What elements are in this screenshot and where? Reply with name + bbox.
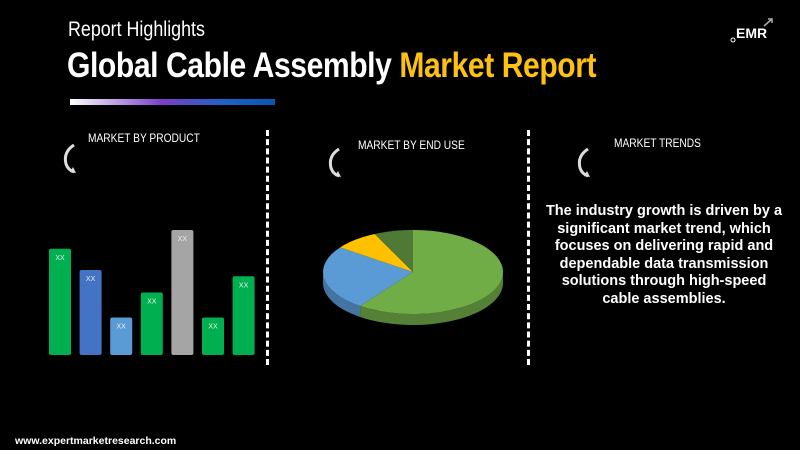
section-title-product: MARKET BY PRODUCT	[88, 131, 200, 145]
title-main: Global Cable Assembly	[67, 46, 392, 85]
curved-arrow-icon	[63, 143, 76, 174]
emr-logo: EMR	[730, 18, 773, 43]
section-title-trends: MARKET TRENDS	[614, 136, 701, 150]
bar	[202, 317, 224, 355]
bar	[49, 248, 71, 355]
bar	[140, 292, 163, 355]
pie-slice	[374, 230, 413, 272]
trend-description: The industry growth is driven by a signi…	[545, 203, 783, 307]
report-title: Global Cable Assembly Market Report	[67, 46, 597, 86]
gradient-underline	[70, 99, 275, 105]
pie-slice	[360, 230, 503, 315]
pie-slice-side	[322, 272, 361, 317]
curved-arrow-icon	[328, 147, 341, 178]
section-title-end-use: MARKET BY END USE	[358, 138, 465, 152]
report-subtitle: Report Highlights	[68, 18, 205, 41]
curved-arrow-icon	[577, 147, 590, 178]
bar	[79, 270, 102, 355]
title-highlight: Market Report	[399, 46, 597, 85]
pie-slice	[323, 247, 413, 306]
bar-label: XX	[208, 324, 218, 331]
bar	[171, 230, 194, 355]
bar-label: XX	[147, 299, 157, 306]
pie-slice	[340, 233, 413, 272]
bar-label: XX	[117, 324, 127, 331]
bar	[110, 317, 133, 355]
bar-label: XX	[55, 255, 65, 262]
svg-text:EMR: EMR	[736, 25, 767, 41]
bar	[232, 276, 255, 355]
section-divider	[527, 130, 533, 365]
pie-slice-side	[360, 272, 503, 325]
bar-label: XX	[178, 236, 188, 243]
footer-url[interactable]: www.expertmarketresearch.com	[15, 435, 177, 447]
section-divider	[266, 130, 272, 365]
bar-label: XX	[86, 276, 96, 283]
bar-label: XX	[239, 282, 249, 289]
